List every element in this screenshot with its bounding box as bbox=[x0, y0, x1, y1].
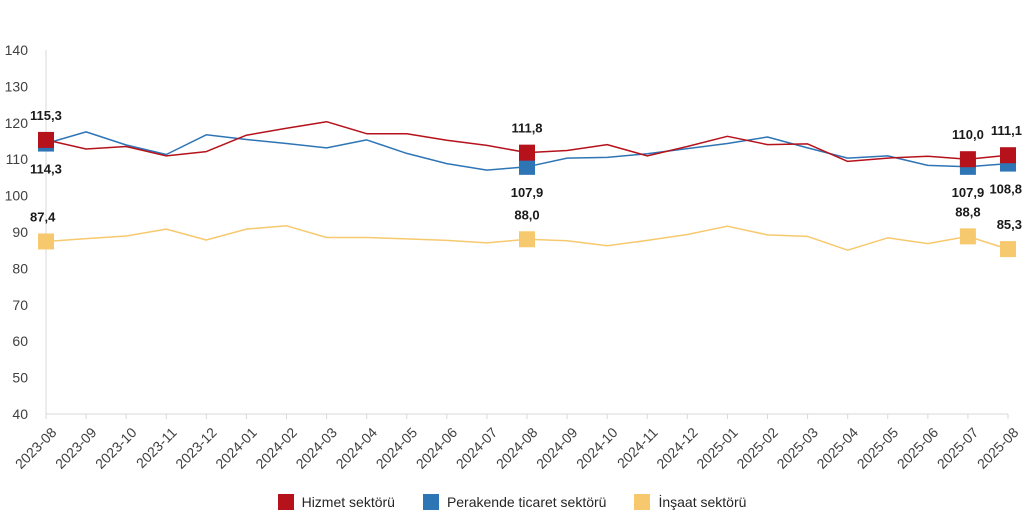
x-tick-label: 2024-09 bbox=[533, 424, 581, 472]
data-label-2: 88,0 bbox=[514, 207, 539, 222]
series-marker-0 bbox=[959, 151, 976, 168]
x-tick-label: 2023-12 bbox=[172, 424, 220, 472]
line-chart: 40 50 60 70 80 90 100 110 120 130 140 2023-082023-0… bbox=[5, 42, 1022, 472]
x-tick-label: 2023-11 bbox=[133, 424, 180, 471]
data-label-2: 87,4 bbox=[30, 209, 56, 224]
y-tick-label: 40 bbox=[12, 406, 28, 422]
data-label-0: 110,0 bbox=[952, 127, 984, 142]
series-marker-2 bbox=[519, 231, 535, 248]
data-label-0: 111,8 bbox=[511, 121, 542, 136]
x-tick-label: 2024-06 bbox=[413, 424, 461, 472]
series-marker-0 bbox=[1000, 147, 1016, 164]
x-tick-label: 2024-08 bbox=[493, 424, 541, 472]
x-tick-label: 2023-10 bbox=[92, 424, 140, 472]
x-tick-label: 2024-05 bbox=[373, 424, 421, 472]
series-marker-2 bbox=[38, 233, 54, 250]
data-label-1: 114,3 bbox=[30, 162, 62, 177]
x-tick-label: 2025-03 bbox=[773, 424, 821, 472]
x-tick-label: 2025-02 bbox=[733, 424, 781, 472]
x-tick-label: 2025-06 bbox=[894, 424, 942, 472]
legend-item-insaat: İnşaat sektörü bbox=[634, 494, 746, 510]
x-tick-label: 2024-03 bbox=[292, 424, 340, 472]
legend-swatch-perakende bbox=[422, 494, 439, 510]
x-tick-label: 2025-07 bbox=[934, 424, 982, 472]
y-tick-label: 70 bbox=[12, 297, 28, 313]
y-tick-label: 110 bbox=[6, 151, 29, 167]
series-marker-0 bbox=[38, 131, 54, 148]
legend-item-perakende: Perakende ticaret sektörü bbox=[422, 494, 607, 510]
series-marker-2 bbox=[959, 228, 976, 245]
y-tick-label: 130 bbox=[5, 78, 29, 94]
data-label-2: 85,3 bbox=[997, 217, 1022, 232]
legend-label-perakende: Perakende ticaret sektörü bbox=[446, 494, 607, 510]
x-tick-label: 2025-04 bbox=[813, 424, 861, 472]
series-marker-1 bbox=[519, 158, 535, 175]
y-tick-label: 100 bbox=[5, 188, 29, 204]
y-tick-label: 140 bbox=[5, 42, 29, 58]
x-tick-label: 2024-01 bbox=[212, 424, 260, 472]
x-tick-label: 2025-05 bbox=[854, 424, 902, 472]
y-tick-label: 80 bbox=[12, 260, 28, 276]
legend-label-hizmet: Hizmet sektörü bbox=[301, 494, 395, 510]
x-tick-label: 2024-07 bbox=[453, 424, 501, 472]
x-tick-label: 2025-08 bbox=[974, 424, 1022, 472]
x-tick-label: 2025-01 bbox=[693, 424, 741, 472]
x-tick-label: 2024-04 bbox=[332, 424, 380, 472]
x-tick-label: 2023-08 bbox=[12, 424, 60, 472]
data-label-1: 107,9 bbox=[952, 185, 985, 200]
y-tick-label: 90 bbox=[12, 224, 28, 240]
data-label-0: 115,3 bbox=[30, 108, 62, 123]
legend-swatch-insaat bbox=[634, 494, 651, 510]
x-tick-label: 2024-02 bbox=[252, 424, 300, 472]
data-label-1: 108,8 bbox=[989, 182, 1022, 197]
x-tick-label: 2024-10 bbox=[573, 424, 621, 472]
x-tick-label: 2024-12 bbox=[653, 424, 701, 472]
chart-legend: Hizmet sektörü Perakende ticaret sektörü… bbox=[0, 494, 1024, 510]
legend-swatch-hizmet bbox=[277, 494, 294, 510]
data-label-1: 107,9 bbox=[511, 185, 544, 200]
legend-label-insaat: İnşaat sektörü bbox=[658, 494, 747, 510]
y-tick-label: 120 bbox=[5, 115, 29, 131]
y-tick-label: 50 bbox=[12, 370, 28, 386]
y-tick-label: 60 bbox=[12, 333, 28, 349]
legend-item-hizmet: Hizmet sektörü bbox=[277, 494, 395, 510]
data-label-2: 88,8 bbox=[955, 204, 980, 219]
x-tick-label: 2023-09 bbox=[52, 424, 100, 472]
series-marker-0 bbox=[519, 144, 535, 161]
series-markers bbox=[38, 131, 1016, 258]
data-label-0: 111,1 bbox=[991, 123, 1022, 138]
data-labels: 115,3 111,8 110,0 111,1 114,3 107,9 107,9 108,8… bbox=[30, 108, 1022, 232]
x-tick-label: 2024-11 bbox=[614, 424, 661, 471]
chart-axes: 40 50 60 70 80 90 100 110 120 130 140 2023-082023-0… bbox=[5, 42, 1022, 472]
series-marker-2 bbox=[1000, 241, 1016, 258]
